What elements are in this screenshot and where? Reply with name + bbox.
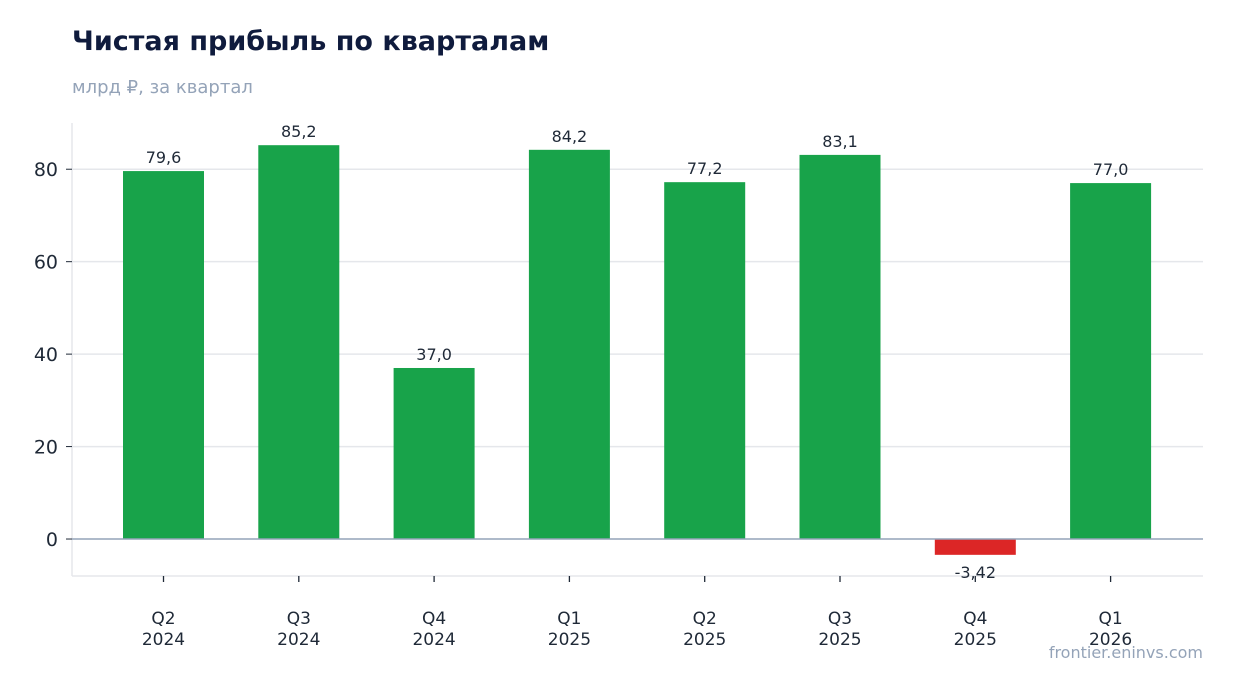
bar — [123, 171, 204, 540]
bar — [1070, 183, 1152, 540]
bar — [799, 154, 881, 540]
data-label: 37,0 — [416, 345, 452, 364]
x-tick-label: Q4 2024 — [412, 609, 455, 650]
source-label: frontier.eninvs.com — [1048, 643, 1203, 662]
x-tick-label: Q1 2026 — [1089, 609, 1132, 650]
chart-title: Чистая прибыль по кварталам — [72, 26, 550, 57]
data-label: -3,42 — [955, 563, 996, 582]
bar — [258, 145, 340, 540]
y-tick-label: 40 — [34, 344, 58, 366]
data-label: 77,0 — [1093, 160, 1129, 179]
bar — [664, 182, 746, 540]
data-label: 83,1 — [822, 132, 858, 151]
y-tick-label: 20 — [34, 437, 58, 459]
y-tick-label: 80 — [34, 159, 58, 181]
x-tick-label: Q1 2025 — [548, 609, 591, 650]
x-tick-label: Q3 2025 — [818, 609, 861, 650]
data-label: 77,2 — [687, 159, 723, 178]
x-tick-label: Q2 2024 — [142, 609, 185, 650]
chart-subtitle: млрд ₽, за квартал — [72, 77, 253, 98]
x-tick-label: Q3 2024 — [277, 609, 320, 650]
bar — [528, 149, 610, 540]
bar — [934, 539, 1016, 555]
x-tick-label: Q4 2025 — [954, 609, 997, 650]
y-tick-label: 0 — [46, 529, 58, 551]
data-label: 79,6 — [146, 148, 182, 167]
data-label: 85,2 — [281, 122, 317, 141]
y-tick-label: 60 — [34, 252, 58, 274]
data-label: 84,2 — [552, 127, 588, 146]
bar — [393, 367, 475, 540]
x-tick-label: Q2 2025 — [683, 609, 726, 650]
